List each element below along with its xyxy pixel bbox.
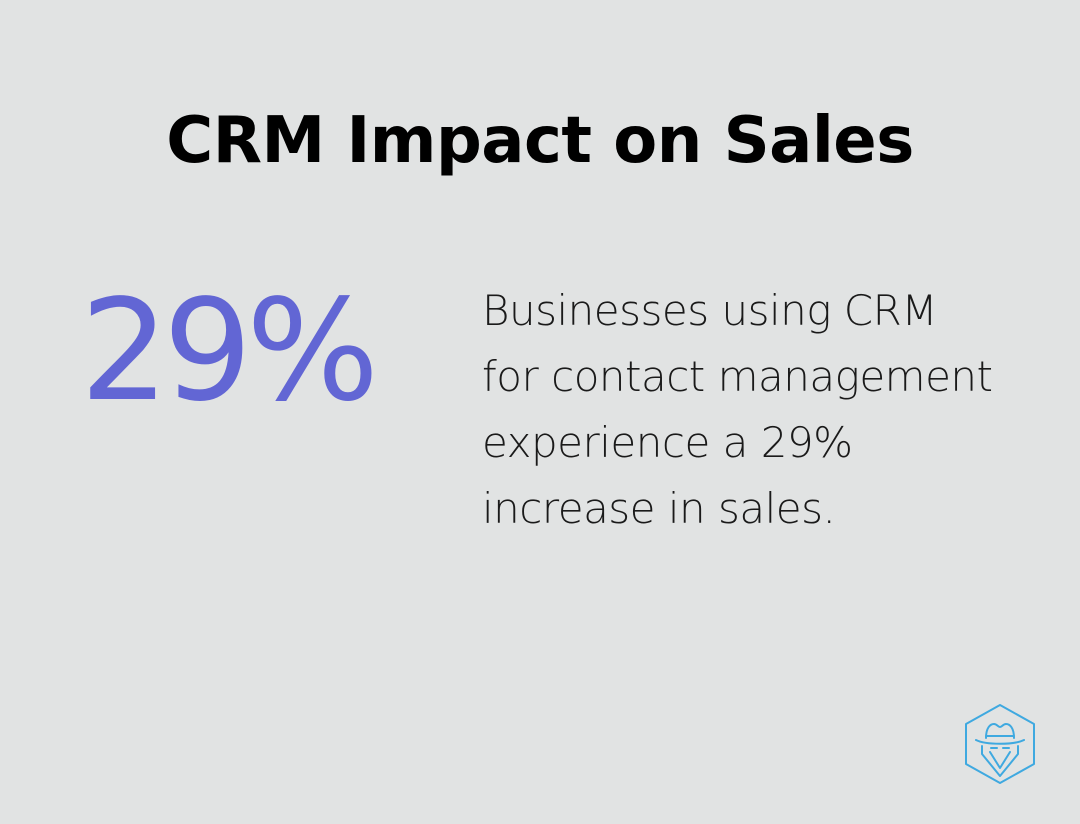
stat-description: Businesses using CRM for contact managem… [482,286,993,533]
spy-hat-hexagon-logo-icon [962,702,1038,786]
stat-value: 29% [80,270,379,433]
page-title: CRM Impact on Sales [166,104,914,178]
